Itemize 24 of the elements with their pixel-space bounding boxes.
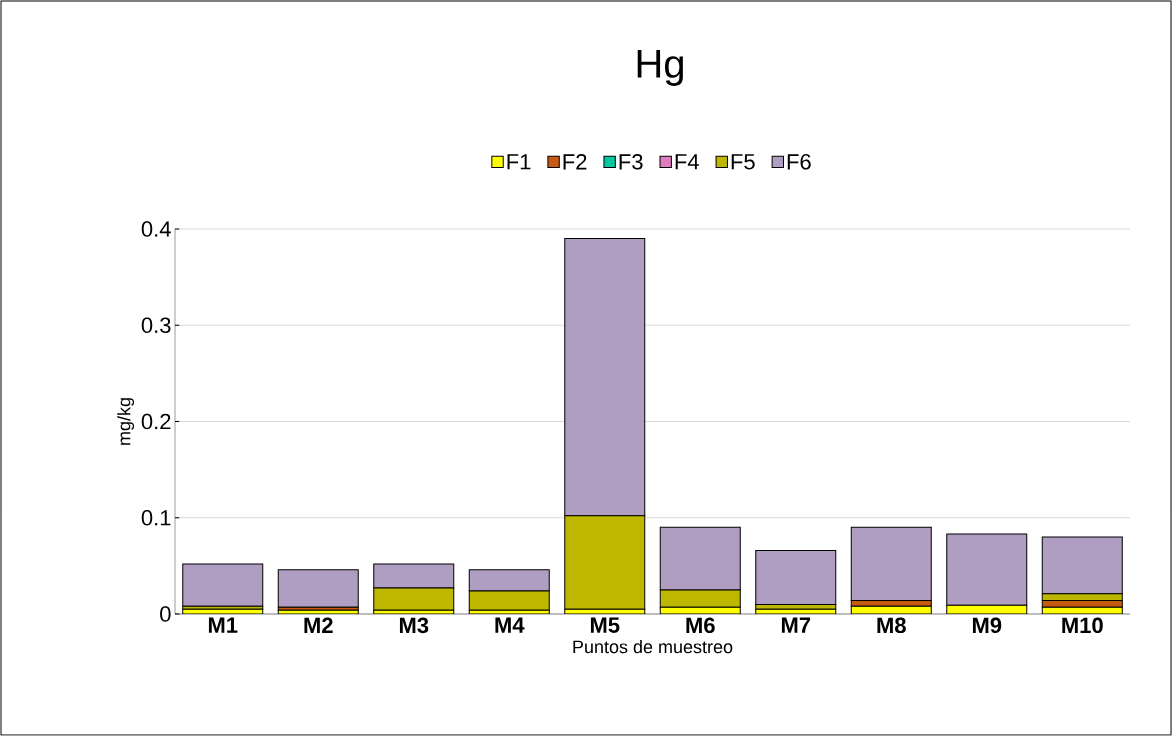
x-tick-label: M3 [399,617,429,634]
y-axis-title: mg/kg [117,398,135,445]
y-tick-label: 0.2 [141,413,171,430]
x-tick-label: M4 [495,617,525,633]
y-tick-label: 0.3 [141,317,171,334]
y-tick-label: 0.1 [141,509,171,526]
x-tick-label: M2 [304,617,333,633]
y-tick-label: 0 [160,606,171,622]
legend-label: F1 [507,154,531,170]
x-tick-label: M10 [1062,617,1103,634]
x-tick-label: M6 [686,617,715,634]
legend-label: F3 [619,154,643,170]
legend-label: F6 [787,154,811,170]
legend-label: F2 [563,154,587,170]
x-tick-label: M7 [781,617,811,633]
y-tick-label: 0.4 [141,221,171,237]
x-tick-label: M9 [972,617,1002,634]
legend-label: F5 [731,154,755,170]
x-tick-label: M1 [208,617,238,633]
chart-title: Hg [637,50,683,86]
x-tick-label: M5 [590,617,620,633]
x-tick-label: M8 [877,617,906,634]
x-axis-title: Puntos de muestreo [573,640,733,654]
legend-label: F4 [675,154,699,170]
